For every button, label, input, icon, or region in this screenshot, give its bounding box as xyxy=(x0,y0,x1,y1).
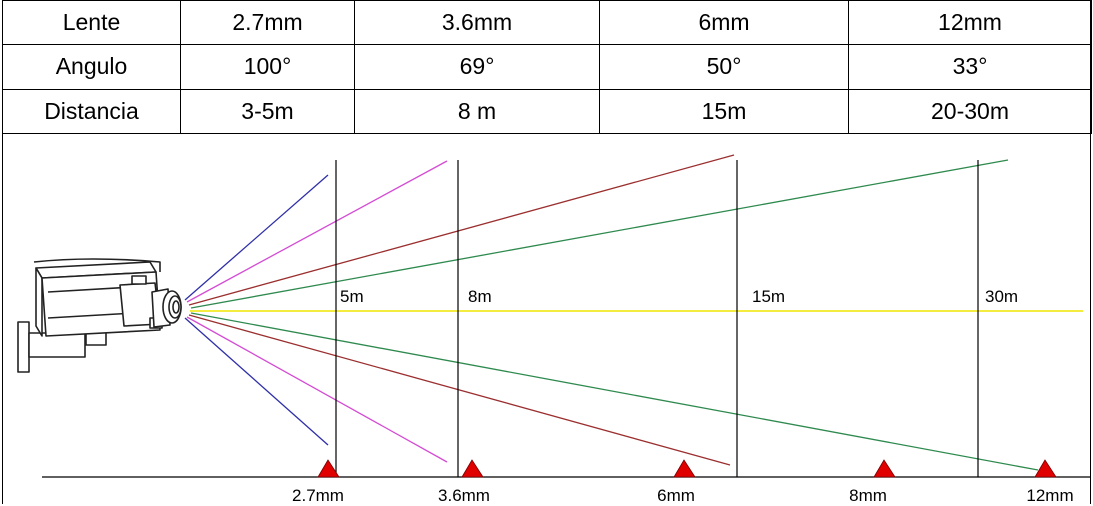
warning-triangle-icon xyxy=(1034,459,1057,478)
warning-triangle-icon xyxy=(317,459,340,478)
lens-marker-label-6mm: 6mm xyxy=(657,486,695,505)
beam-2-7mm-lower xyxy=(184,317,329,446)
table-row-lente: Lente 2.7mm 3.6mm 6mm 12mm xyxy=(2,0,1092,46)
warning-triangle-icon xyxy=(673,459,696,478)
lens-markers xyxy=(317,459,1057,478)
beam-12mm-lower xyxy=(190,312,1039,471)
distance-label-30m: 30m xyxy=(985,287,1018,306)
row-header-angulo: Angulo xyxy=(2,44,181,90)
lens-marker-label-8mm: 8mm xyxy=(849,486,887,505)
beam-3-6mm-lower xyxy=(186,316,448,463)
cell-lente-2-7mm: 2.7mm xyxy=(180,0,355,46)
cell-distancia-2-7mm: 3-5m xyxy=(180,88,355,135)
beam-2-7mm-upper xyxy=(184,174,329,301)
distance-label-5m: 5m xyxy=(340,287,364,306)
table-row-distancia: Distancia 3-5m 8 m 15m 20-30m xyxy=(2,88,1092,135)
lens-marker-label-3-6mm: 3.6mm xyxy=(438,486,490,505)
lens-marker-label-12mm: 12mm xyxy=(1026,486,1073,505)
cell-angulo-3-6mm: 69° xyxy=(354,44,600,90)
lens-marker-label-2-7mm: 2.7mm xyxy=(292,486,344,505)
warning-triangle-icon xyxy=(873,459,896,478)
cell-angulo-12mm: 33° xyxy=(848,44,1092,90)
table-row-angulo: Angulo 100° 69° 50° 33° xyxy=(2,44,1092,90)
lens-spec-table: Lente 2.7mm 3.6mm 6mm 12mm Angulo 100° 6… xyxy=(2,0,1092,135)
beam-lines xyxy=(184,154,1083,471)
cell-angulo-2-7mm: 100° xyxy=(180,44,355,90)
cell-distancia-3-6mm: 8 m xyxy=(354,88,600,135)
beam-3-6mm-upper xyxy=(186,160,448,303)
cell-distancia-12mm: 20-30m xyxy=(848,88,1092,135)
cell-lente-12mm: 12mm xyxy=(848,0,1092,46)
beam-6mm-upper xyxy=(188,154,735,306)
row-header-distancia: Distancia xyxy=(2,88,181,135)
cell-distancia-6mm: 15m xyxy=(599,88,849,135)
distance-label-8m: 8m xyxy=(468,287,492,306)
cctv-camera-icon xyxy=(17,258,182,373)
beam-12mm-upper xyxy=(190,159,1009,309)
distance-lines xyxy=(335,160,979,477)
distance-label-15m: 15m xyxy=(752,287,785,306)
warning-triangle-icon xyxy=(461,459,484,478)
cell-lente-6mm: 6mm xyxy=(599,0,849,46)
beam-6mm-lower xyxy=(188,314,731,466)
row-header-lente: Lente xyxy=(2,0,181,46)
